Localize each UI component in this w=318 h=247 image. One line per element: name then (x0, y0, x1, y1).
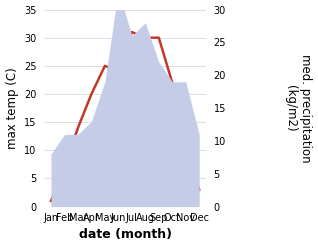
X-axis label: date (month): date (month) (79, 228, 172, 242)
Y-axis label: max temp (C): max temp (C) (5, 67, 18, 149)
Y-axis label: med. precipitation
(kg/m2): med. precipitation (kg/m2) (284, 54, 313, 163)
